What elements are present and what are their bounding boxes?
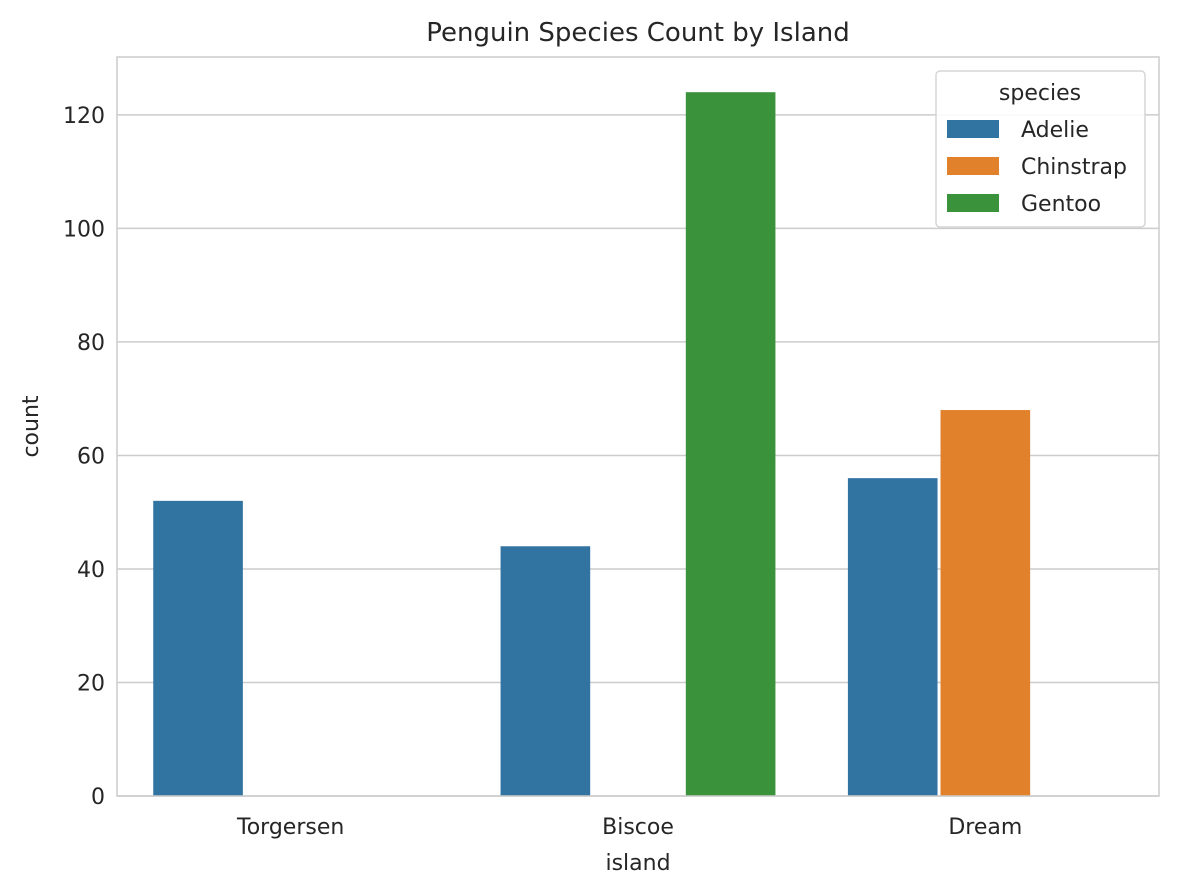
y-axis-label: count — [19, 395, 44, 457]
plot-frame — [116, 56, 1160, 797]
x-tick-labels: Torgersen Biscoe Dream — [236, 815, 1022, 840]
y-tick-label: 0 — [91, 785, 105, 810]
x-tick-label: Dream — [948, 815, 1022, 840]
legend-swatch-chinstrap — [947, 157, 999, 175]
bar-gentoo-biscoe — [685, 92, 776, 796]
legend-box — [935, 70, 1146, 228]
x-axis-label: island — [605, 851, 670, 876]
legend: species Adelie Chinstrap Gentoo — [935, 70, 1146, 228]
bars — [153, 92, 1031, 796]
y-tick-label: 80 — [77, 331, 105, 356]
legend-label-gentoo: Gentoo — [1021, 192, 1101, 217]
bar-adelie-biscoe — [500, 546, 591, 796]
legend-label-chinstrap: Chinstrap — [1021, 155, 1127, 180]
legend-label-adelie: Adelie — [1021, 118, 1089, 143]
y-tick-label: 40 — [77, 558, 105, 583]
legend-entries: Adelie Chinstrap Gentoo — [947, 118, 1127, 217]
legend-swatch-adelie — [947, 120, 999, 138]
bar-adelie-torgersen — [153, 500, 243, 796]
y-tick-labels: 0 20 40 60 80 100 120 — [63, 104, 105, 810]
y-tick-label: 100 — [63, 217, 105, 242]
x-tick-label: Biscoe — [602, 815, 674, 840]
legend-title: species — [999, 81, 1081, 106]
chart-title: Penguin Species Count by Island — [426, 18, 850, 48]
y-tick-label: 60 — [77, 444, 105, 469]
y-tick-label: 120 — [63, 104, 105, 129]
x-tick-label: Torgersen — [236, 815, 344, 840]
legend-swatch-gentoo — [947, 194, 999, 212]
y-tick-label: 20 — [77, 671, 105, 696]
bar-chinstrap-dream — [940, 410, 1031, 796]
bar-adelie-dream — [847, 478, 938, 796]
